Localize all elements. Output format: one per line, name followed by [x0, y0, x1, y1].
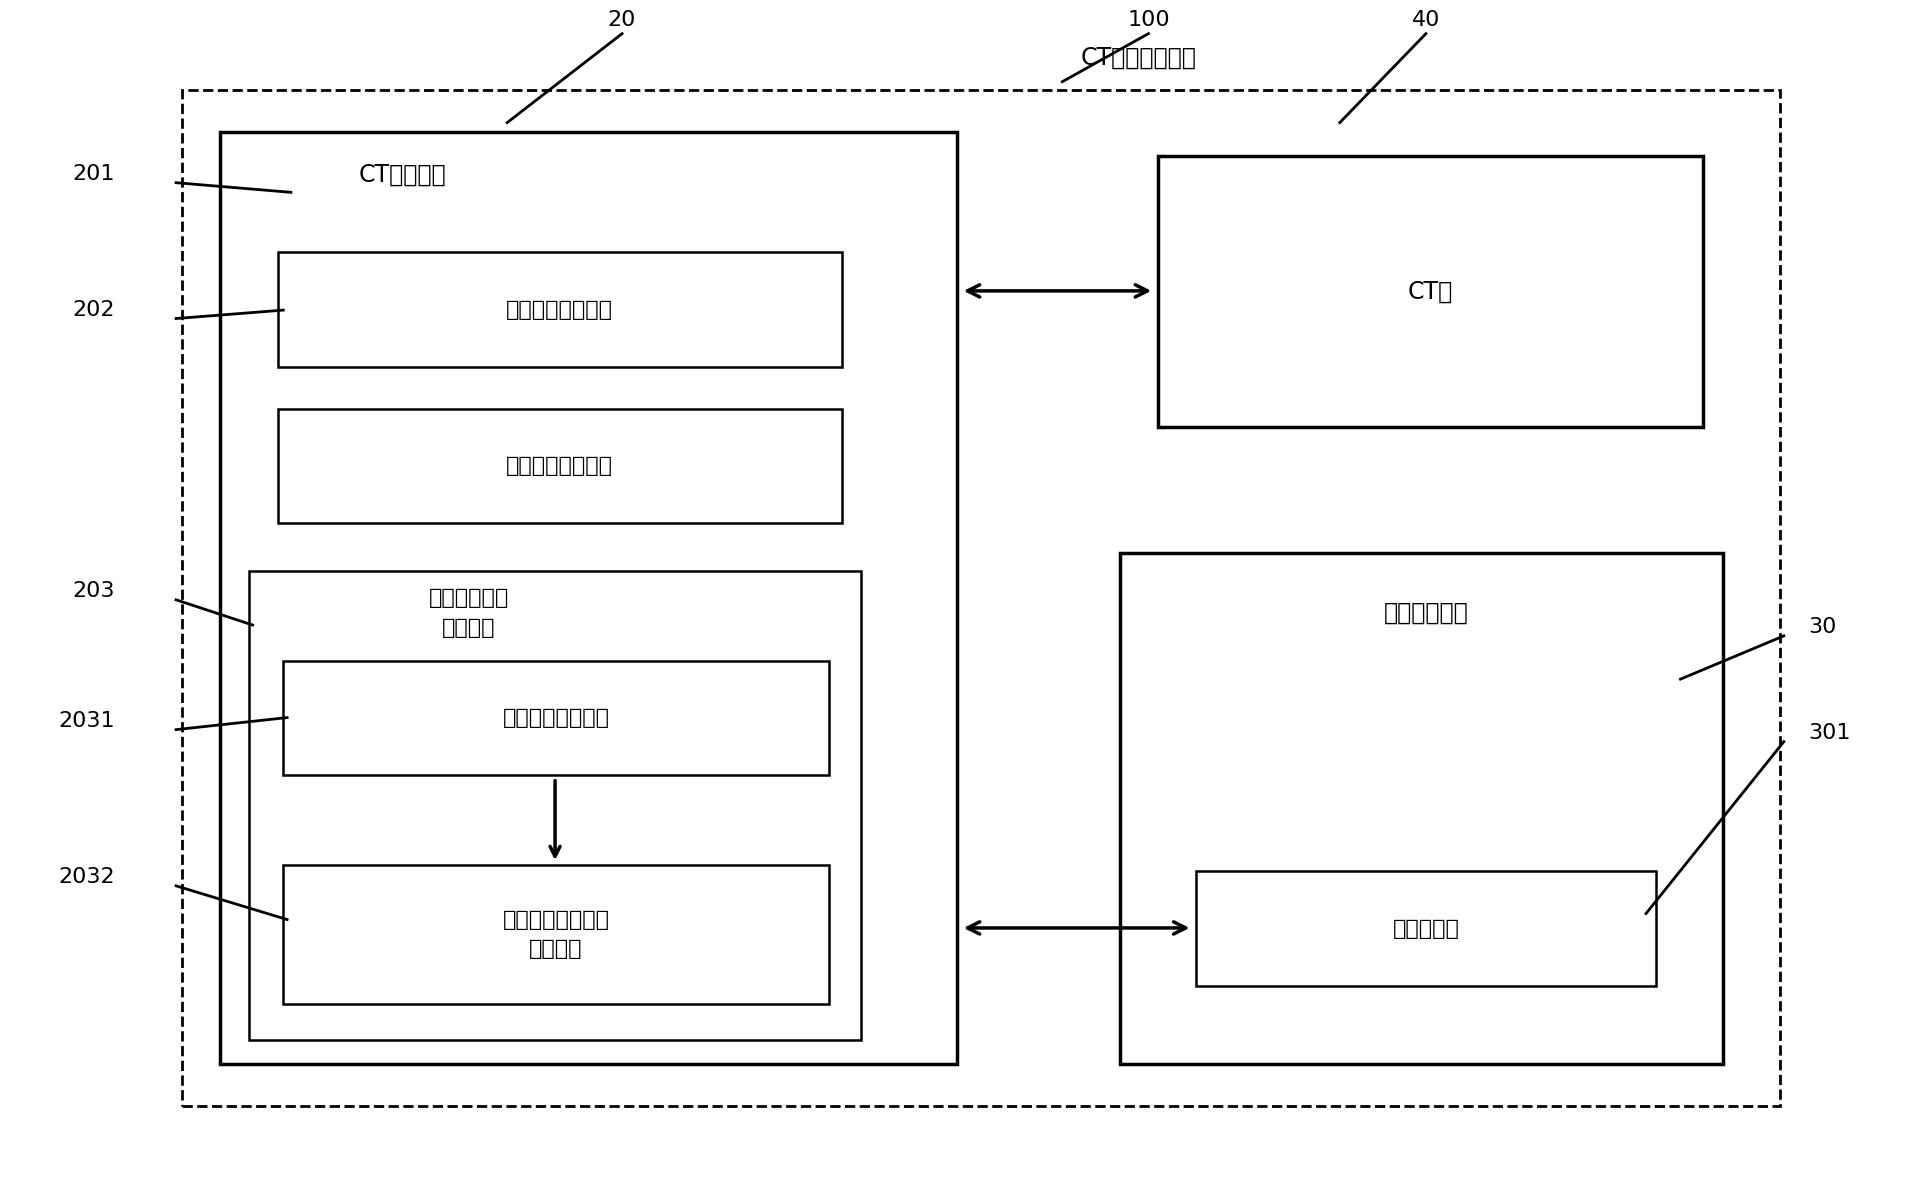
- Bar: [283, 661, 829, 775]
- Text: 高压注射系统
控制单元: 高压注射系统 控制单元: [429, 588, 509, 638]
- Bar: [1158, 156, 1703, 427]
- Text: 301: 301: [1809, 724, 1851, 743]
- Text: CT机: CT机: [1409, 280, 1453, 303]
- Text: CT控制系统: CT控制系统: [358, 162, 446, 186]
- Bar: [220, 132, 957, 1064]
- Bar: [283, 865, 829, 1004]
- Bar: [278, 252, 842, 367]
- Text: 扫描参数设置模块: 扫描参数设置模块: [507, 456, 612, 476]
- Bar: [249, 571, 861, 1040]
- Text: 201: 201: [73, 165, 115, 184]
- Text: 202: 202: [73, 300, 115, 320]
- Text: 30: 30: [1809, 618, 1837, 637]
- Text: 高压注射器: 高压注射器: [1393, 918, 1458, 939]
- Text: 注射参数设置模块: 注射参数设置模块: [503, 708, 609, 728]
- Text: 100: 100: [1127, 10, 1169, 30]
- Text: 40: 40: [1413, 10, 1439, 30]
- Text: 20: 20: [609, 10, 635, 30]
- Text: 2031: 2031: [57, 712, 115, 731]
- Bar: [182, 90, 1780, 1106]
- Text: 患者输入选择模块: 患者输入选择模块: [507, 299, 612, 320]
- Bar: [1120, 553, 1723, 1064]
- Text: CT增强扫描设备: CT增强扫描设备: [1081, 46, 1196, 70]
- Bar: [278, 409, 842, 523]
- Text: 控制高压注射器的
驱动模块: 控制高压注射器的 驱动模块: [503, 910, 609, 959]
- Text: 2032: 2032: [57, 868, 115, 887]
- Bar: [1196, 871, 1656, 986]
- Text: 203: 203: [73, 582, 115, 601]
- Text: 高压注射系统: 高压注射系统: [1384, 601, 1468, 625]
